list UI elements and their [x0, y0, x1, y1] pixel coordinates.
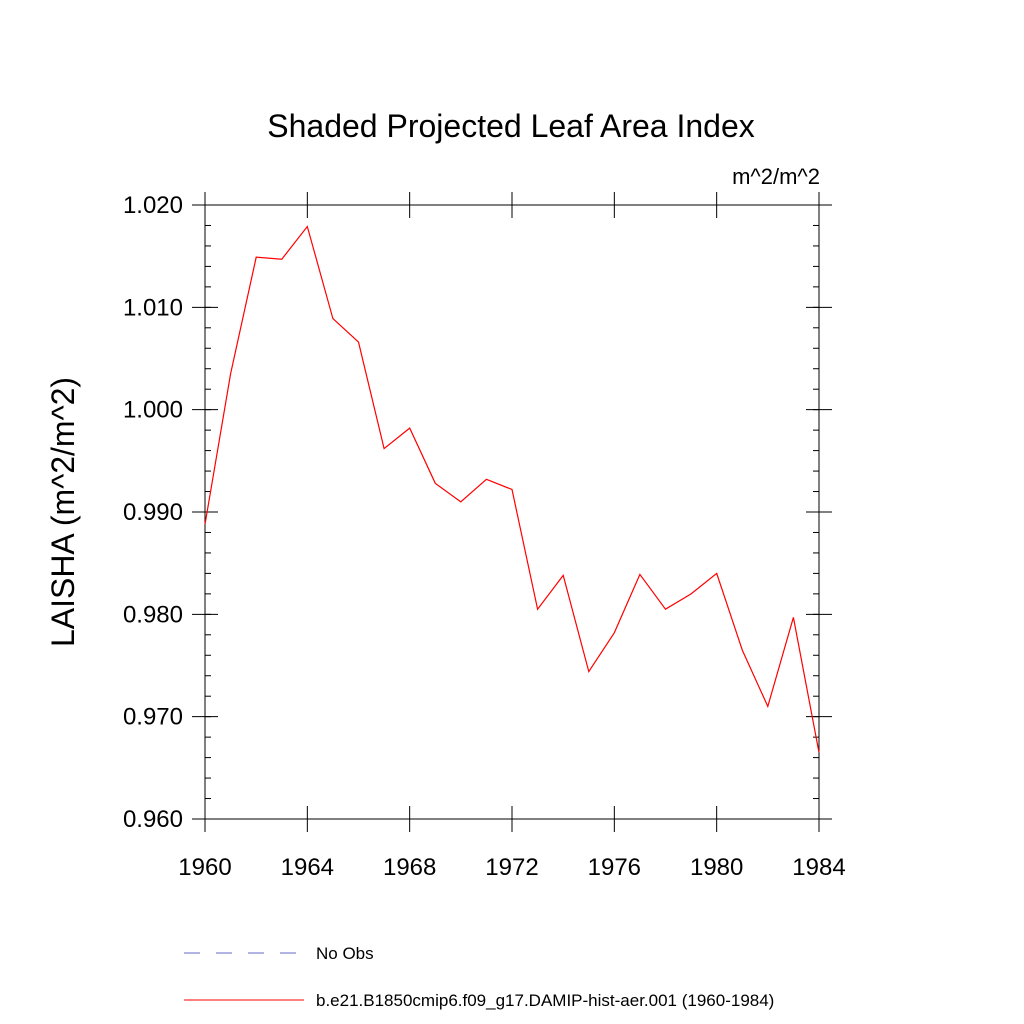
units-label: m^2/m^2 — [732, 164, 820, 189]
minor-ticks — [205, 204, 819, 820]
plot-frame — [204, 204, 820, 820]
legend: No Obs b.e21.B1850cmip6.f09_g17.DAMIP-his… — [184, 944, 774, 1010]
y-tick-label: 0.980 — [123, 601, 183, 628]
major-ticks — [192, 192, 832, 832]
y-axis-label: LAISHA (m^2/m^2) — [45, 377, 81, 647]
x-tick-label: 1976 — [588, 854, 641, 881]
y-tick-label: 1.010 — [123, 294, 183, 321]
y-tick-label: 1.000 — [123, 397, 183, 424]
x-tick-label: 1964 — [281, 854, 334, 881]
legend-label: b.e21.B1850cmip6.f09_g17.DAMIP-hist-aer.… — [316, 991, 774, 1010]
x-tick-labels: 1960 1964 1968 1972 1976 1980 1984 — [178, 854, 845, 881]
x-tick-label: 1960 — [178, 854, 231, 881]
chart-title: Shaded Projected Leaf Area Index — [267, 108, 754, 144]
x-tick-label: 1984 — [792, 854, 845, 881]
x-tick-label: 1972 — [485, 854, 538, 881]
legend-label: No Obs — [316, 944, 374, 963]
series-layer — [204, 225, 820, 753]
series-line — [204, 225, 820, 753]
x-tick-label: 1968 — [383, 854, 436, 881]
y-tick-label: 1.020 — [123, 192, 183, 219]
y-tick-labels: 0.960 0.970 0.980 0.990 1.000 1.010 1.020 — [123, 192, 183, 833]
y-tick-label: 0.990 — [123, 499, 183, 526]
x-tick-label: 1980 — [690, 854, 743, 881]
y-tick-label: 0.970 — [123, 704, 183, 731]
y-tick-label: 0.960 — [123, 806, 183, 833]
